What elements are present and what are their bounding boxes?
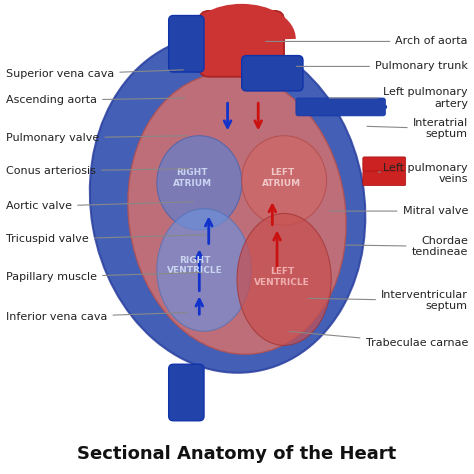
FancyBboxPatch shape (296, 98, 385, 116)
Text: Interatrial
septum: Interatrial septum (367, 118, 468, 139)
FancyBboxPatch shape (363, 171, 406, 186)
Text: Mitral valve: Mitral valve (329, 206, 468, 216)
Text: Papillary muscle: Papillary muscle (6, 272, 201, 282)
FancyBboxPatch shape (363, 157, 406, 172)
Text: Interventricular
septum: Interventricular septum (308, 290, 468, 311)
Text: Trabeculae carnae: Trabeculae carnae (289, 331, 468, 348)
FancyBboxPatch shape (242, 55, 303, 91)
Ellipse shape (242, 136, 327, 225)
Ellipse shape (157, 209, 251, 331)
FancyBboxPatch shape (169, 16, 204, 72)
Ellipse shape (157, 136, 242, 230)
Text: Aortic valve: Aortic valve (6, 201, 194, 211)
Text: Tricuspid valve: Tricuspid valve (6, 234, 206, 245)
Ellipse shape (237, 213, 331, 346)
Text: RIGHT
VENTRICLE: RIGHT VENTRICLE (167, 255, 222, 275)
Text: Chordae
tendineae: Chordae tendineae (346, 236, 468, 257)
Text: LEFT
VENTRICLE: LEFT VENTRICLE (254, 267, 310, 287)
Text: RIGHT
ATRIUM: RIGHT ATRIUM (173, 168, 212, 188)
FancyBboxPatch shape (199, 11, 284, 77)
Text: LEFT
ATRIUM: LEFT ATRIUM (262, 168, 301, 188)
Text: Arch of aorta: Arch of aorta (266, 36, 468, 46)
Text: Sectional Anatomy of the Heart: Sectional Anatomy of the Heart (77, 445, 397, 463)
Text: Ascending aorta: Ascending aorta (6, 95, 185, 105)
Text: Pulmonary valve: Pulmonary valve (6, 133, 187, 143)
Text: Superior vena cava: Superior vena cava (6, 69, 183, 80)
Text: Pulmonary trunk: Pulmonary trunk (296, 62, 468, 72)
Text: Left pulmonary
artery: Left pulmonary artery (329, 87, 468, 109)
Text: Inferior vena cava: Inferior vena cava (6, 312, 187, 322)
Ellipse shape (90, 35, 365, 373)
Text: Conus arteriosis: Conus arteriosis (6, 166, 190, 176)
FancyBboxPatch shape (169, 364, 204, 421)
Text: Left pulmonary
veins: Left pulmonary veins (378, 163, 468, 184)
Ellipse shape (128, 73, 346, 354)
